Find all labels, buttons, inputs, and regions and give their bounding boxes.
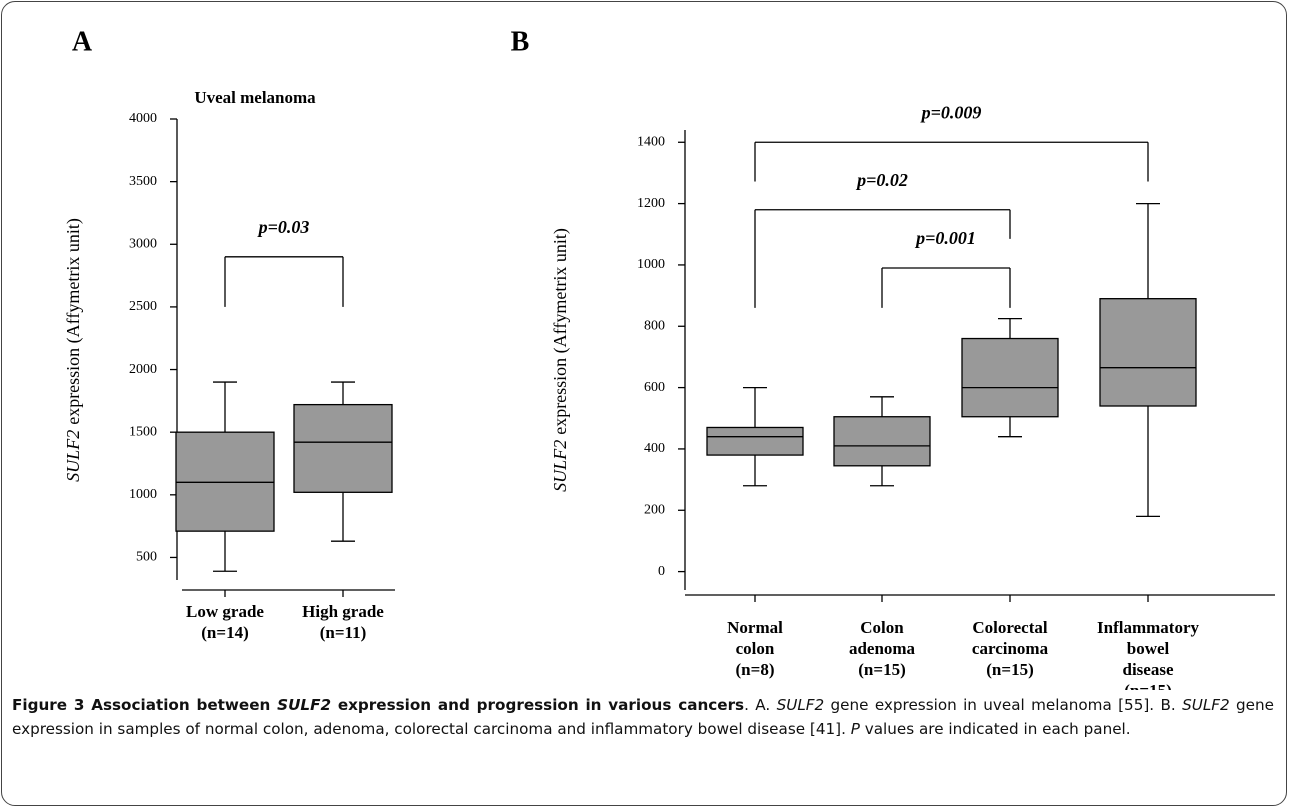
x-tick-label: (n=15) xyxy=(858,660,905,679)
box xyxy=(833,416,931,467)
caption-text: SULF2 xyxy=(1182,696,1230,714)
y-axis-label-gene: SULF2 xyxy=(63,430,83,482)
y-tick-label: 3000 xyxy=(129,236,157,251)
caption-text: Figure 3 Association between xyxy=(12,696,278,714)
y-tick-label: 4000 xyxy=(129,111,157,126)
panel-label: B xyxy=(511,26,530,57)
x-tick-label: (n=14) xyxy=(201,623,248,642)
x-tick-label: (n=8) xyxy=(736,660,775,679)
x-tick-label: (n=15) xyxy=(986,660,1033,679)
y-tick-label: 400 xyxy=(644,441,665,456)
caption-text: gene expression in uveal melanoma [55]. … xyxy=(824,696,1183,714)
y-tick-label: 200 xyxy=(644,502,665,517)
y-tick-label: 1400 xyxy=(637,134,665,149)
x-tick-label: disease xyxy=(1123,660,1174,679)
box xyxy=(961,337,1059,418)
x-tick-label: Colon xyxy=(860,618,904,637)
p-value-label: p=0.001 xyxy=(914,228,976,248)
x-tick-label: adenoma xyxy=(849,639,916,658)
y-tick-label: 1000 xyxy=(129,487,157,502)
x-tick-label: carcinoma xyxy=(972,639,1049,658)
y-tick-label: 2000 xyxy=(129,362,157,377)
panel-label: A xyxy=(72,26,93,57)
y-axis-label-unit: expression (Affymetrix unit) xyxy=(550,228,571,435)
x-tick-label: (n=11) xyxy=(320,623,367,642)
p-value-label: p=0.02 xyxy=(855,170,908,190)
box xyxy=(706,426,804,456)
y-tick-label: 2500 xyxy=(129,299,157,314)
y-axis-label: SULF2 expression (Affymetrix unit) xyxy=(63,218,84,482)
y-tick-label: 500 xyxy=(136,550,157,565)
y-tick-label: 0 xyxy=(658,564,665,579)
chart-title: Uveal melanoma xyxy=(194,88,316,107)
caption-text: expression and progression in various ca… xyxy=(331,696,745,714)
y-axis-label-unit: expression (Affymetrix unit) xyxy=(63,218,84,425)
box xyxy=(1099,298,1197,407)
x-tick-label: High grade xyxy=(302,602,384,621)
y-tick-label: 3500 xyxy=(129,174,157,189)
x-tick-label: colon xyxy=(736,639,775,658)
x-tick-label: bowel xyxy=(1127,639,1170,658)
x-tick-label: (n=15) xyxy=(1124,681,1171,690)
x-tick-label: Inflammatory xyxy=(1097,618,1199,637)
y-tick-label: 1500 xyxy=(129,424,157,439)
caption-text: SULF2 xyxy=(277,696,332,714)
p-value-label: p=0.009 xyxy=(920,102,982,122)
caption: Figure 3 Association between SULF2 expre… xyxy=(12,693,1274,741)
y-tick-label: 600 xyxy=(644,380,665,395)
x-tick-label: Low grade xyxy=(186,602,264,621)
caption-text: P xyxy=(850,720,860,738)
x-tick-label: Normal xyxy=(727,618,783,637)
box xyxy=(293,403,393,493)
caption-text: . A. xyxy=(744,696,777,714)
caption-text: SULF2 xyxy=(776,696,825,714)
y-tick-label: 1200 xyxy=(637,196,665,211)
p-value-label: p=0.03 xyxy=(257,217,310,237)
x-tick-label: Colorectal xyxy=(972,618,1047,637)
y-axis-label: SULF2 expression (Affymetrix unit) xyxy=(550,228,571,492)
y-axis-label-gene: SULF2 xyxy=(550,440,570,492)
y-tick-label: 1000 xyxy=(637,257,665,272)
y-tick-label: 800 xyxy=(644,318,665,333)
caption-text: gene expression in samples of normal col… xyxy=(12,696,1274,738)
caption-text: values are indicated in each panel. xyxy=(859,720,1131,738)
chart: A Uveal melanoma SULF2 expression (Affymetr… xyxy=(63,26,1275,690)
